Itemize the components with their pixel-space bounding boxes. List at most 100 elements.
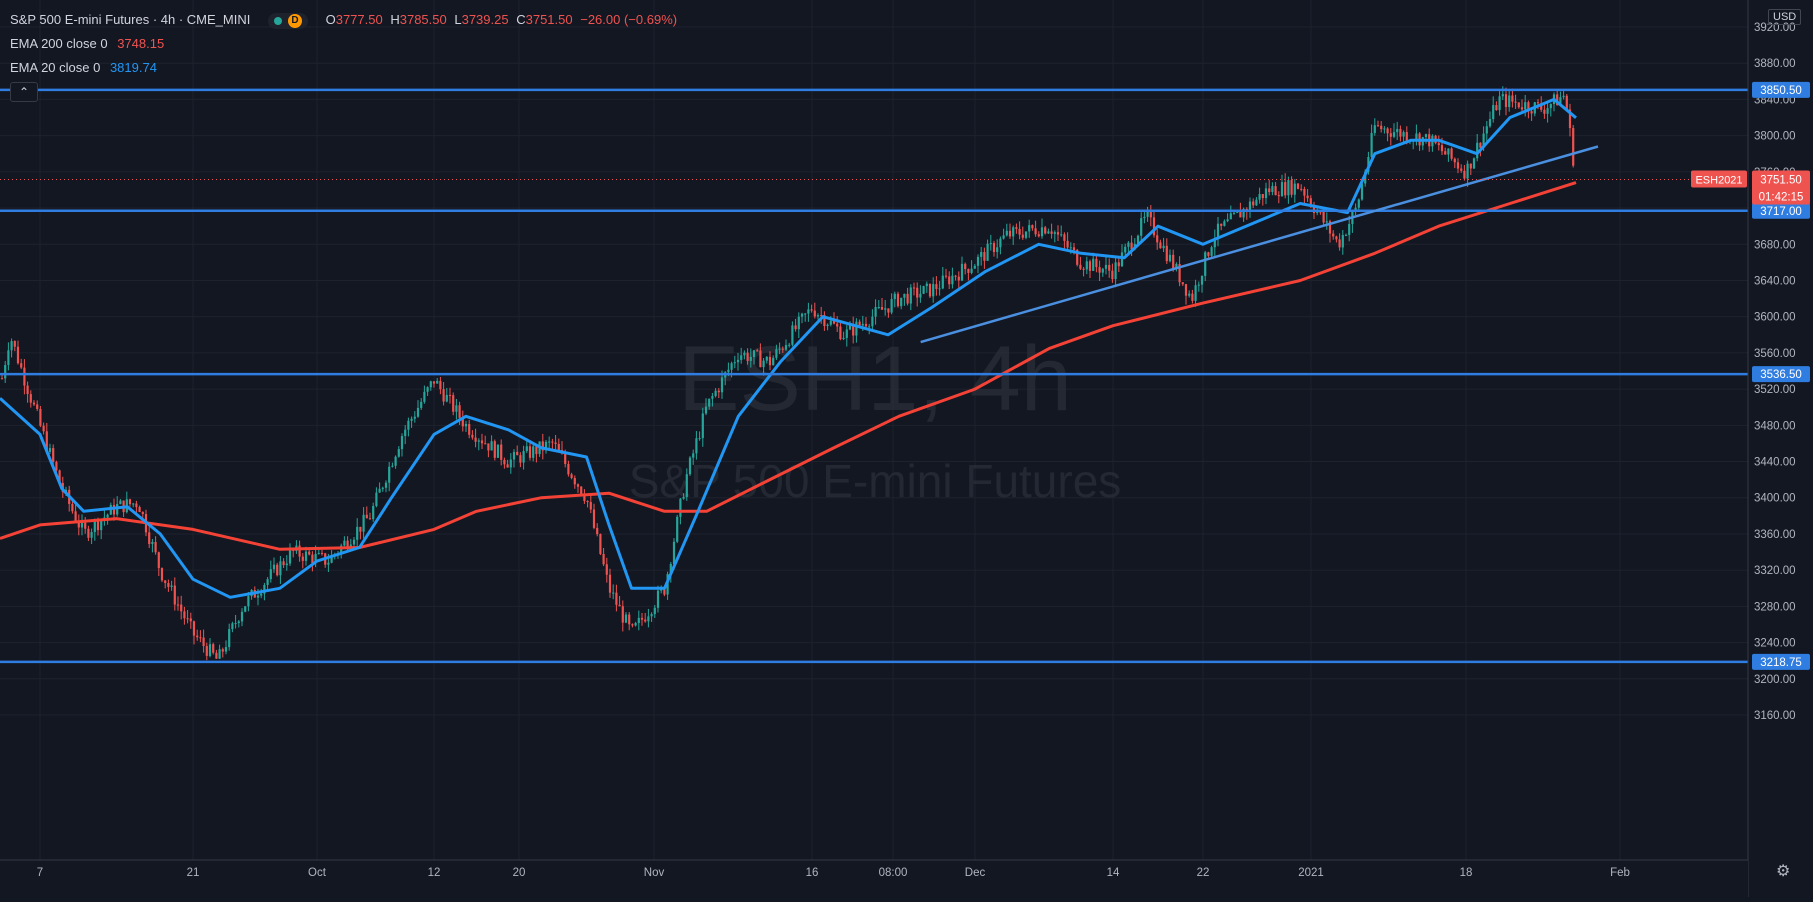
candle-body [708,398,711,407]
candle-body [397,449,400,457]
time-tick-label: 08:00 [879,867,908,879]
candle-body [1117,262,1120,267]
candle-body [903,293,906,298]
candle-body [1168,254,1172,262]
candle-body [186,618,189,620]
candle-body [164,580,167,583]
candle-body [1300,188,1303,190]
candle-body [583,494,586,501]
price-tick-label: 3200.00 [1754,674,1796,686]
candle-body [413,416,416,419]
candle-body [1088,261,1092,271]
candle-body [1466,163,1469,179]
candle-body [471,434,474,438]
candle-body [519,455,522,463]
candle-body [1565,95,1568,110]
candle-body [173,585,176,605]
candle-body [925,283,928,287]
candle-body [1220,223,1223,226]
candle-body [192,621,196,636]
ema20-series [0,97,1577,599]
candle-body [87,528,90,538]
settings-gear-icon[interactable]: ⚙ [1776,863,1791,880]
candle-body [464,423,468,427]
candle-body [1072,247,1076,250]
candle-body [1079,264,1082,269]
grid [0,0,1748,860]
candle-body [893,293,896,300]
candle-body [960,263,964,281]
status-badge[interactable]: D [267,12,308,29]
candle-body [452,395,455,412]
candle-body [1194,285,1197,301]
trendline [920,145,1599,344]
candle-body [695,438,698,454]
candle-body [1437,143,1440,146]
candle-body [445,394,448,402]
candle-body [1453,158,1456,163]
ema200-line[interactable] [0,181,1577,551]
candle-body [717,390,720,393]
candle-body [1488,119,1492,127]
candle-body [1223,221,1226,226]
candle-body [1444,151,1447,155]
candle-body [503,459,506,465]
candle-body [1060,234,1063,236]
candle-body [1252,201,1255,206]
candle-body [1264,188,1268,199]
candle-body [381,487,384,489]
candle-body [263,585,266,594]
candle-body [141,512,144,515]
symbol-title[interactable]: S&P 500 E-mini Futures · 4h · CME_MINI [10,12,251,27]
candle-body [570,474,573,478]
candle-body [948,276,951,285]
trendline-line[interactable] [920,145,1599,344]
price-tick-label: 3600.00 [1754,312,1796,324]
price-tick-label: 3880.00 [1754,58,1796,70]
time-tick-label: Oct [308,867,327,879]
candle-body [183,611,186,619]
candle-body [218,649,221,659]
candle-body [400,436,404,450]
currency-label[interactable]: USD [1768,9,1802,25]
delay-badge: D [287,13,302,28]
candle-body [528,446,532,458]
candle-body [221,649,224,652]
indicator-ema20[interactable]: EMA 20 close 0 3819.74 [10,59,677,83]
candle-body [704,406,708,414]
candle-body [752,350,756,357]
chevron-up-icon: ⌃ [18,85,30,99]
candle-body [346,540,349,549]
candle-body [532,446,535,458]
ema20-line[interactable] [0,97,1577,599]
candle-body [692,453,695,458]
candle-body [541,441,544,451]
candle-body [269,569,272,580]
candle-body [288,549,292,564]
candle-body [576,484,580,487]
candle-body [314,553,317,564]
time-tick-label: 18 [1460,867,1473,879]
candle-body [772,357,775,366]
candle-body [301,556,304,561]
candle-body [1562,95,1565,98]
candle-body [749,356,752,361]
candle-body [26,385,29,395]
price-tick-label: 3440.00 [1754,457,1796,469]
indicator-ema200[interactable]: EMA 200 close 0 3748.15 [10,35,677,59]
level-price-label: 3218.75 [1760,657,1802,669]
collapse-legend-button[interactable]: ⌃ [10,82,38,102]
candle-body [266,579,269,586]
candle-body [1469,163,1472,169]
open-value: 3777.50 [335,12,383,27]
candle-body [135,503,138,508]
time-tick-label: Dec [965,867,986,879]
symbol-tag-bg [1691,170,1747,188]
candle-body [0,378,4,380]
candle-body [807,309,810,314]
candle-body [512,451,516,460]
candle-body [407,420,410,430]
candle-body [1140,218,1143,236]
